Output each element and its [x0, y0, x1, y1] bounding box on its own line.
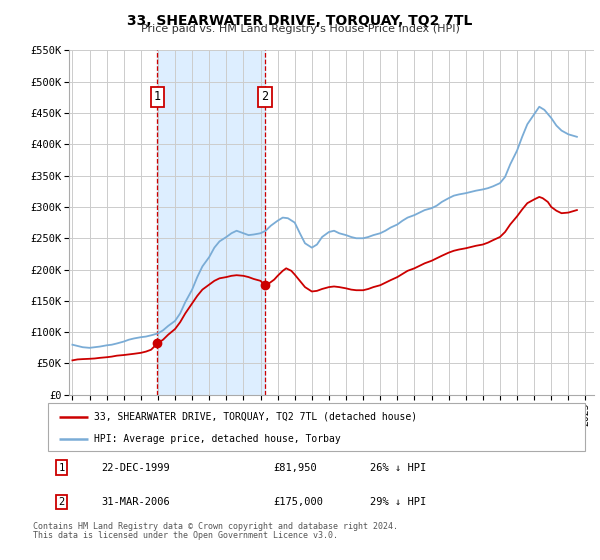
- Text: £81,950: £81,950: [274, 463, 317, 473]
- Text: 2: 2: [58, 497, 65, 507]
- Text: This data is licensed under the Open Government Licence v3.0.: This data is licensed under the Open Gov…: [33, 531, 338, 540]
- Text: 26% ↓ HPI: 26% ↓ HPI: [370, 463, 427, 473]
- Text: 33, SHEARWATER DRIVE, TORQUAY, TQ2 7TL (detached house): 33, SHEARWATER DRIVE, TORQUAY, TQ2 7TL (…: [94, 412, 417, 422]
- FancyBboxPatch shape: [48, 403, 585, 451]
- Text: £175,000: £175,000: [274, 497, 323, 507]
- Text: 2: 2: [261, 90, 268, 104]
- Text: Contains HM Land Registry data © Crown copyright and database right 2024.: Contains HM Land Registry data © Crown c…: [33, 522, 398, 531]
- Text: HPI: Average price, detached house, Torbay: HPI: Average price, detached house, Torb…: [94, 434, 340, 444]
- Text: 29% ↓ HPI: 29% ↓ HPI: [370, 497, 427, 507]
- Text: 31-MAR-2006: 31-MAR-2006: [102, 497, 170, 507]
- Text: 1: 1: [154, 90, 161, 104]
- Text: 1: 1: [58, 463, 65, 473]
- Bar: [157, 50, 265, 395]
- Text: 22-DEC-1999: 22-DEC-1999: [102, 463, 170, 473]
- Text: 33, SHEARWATER DRIVE, TORQUAY, TQ2 7TL: 33, SHEARWATER DRIVE, TORQUAY, TQ2 7TL: [127, 14, 473, 28]
- Text: Price paid vs. HM Land Registry's House Price Index (HPI): Price paid vs. HM Land Registry's House …: [140, 24, 460, 34]
